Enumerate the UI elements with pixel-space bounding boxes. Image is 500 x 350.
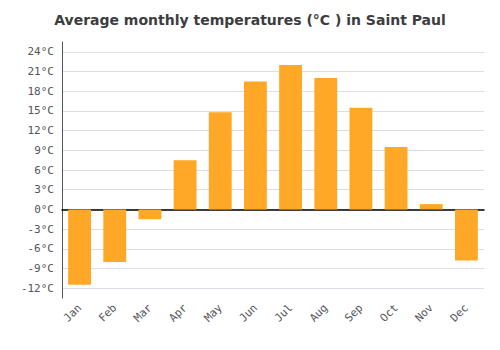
svg-text:Average monthly temperatures (: Average monthly temperatures (°C ) in Sa… (54, 12, 446, 28)
svg-text:-6°C: -6°C (28, 242, 55, 255)
svg-text:18°C: 18°C (28, 85, 55, 98)
svg-text:Aug: Aug (307, 301, 330, 324)
svg-text:Jul: Jul (272, 301, 295, 324)
svg-text:Oct: Oct (377, 301, 400, 324)
svg-text:May: May (202, 301, 225, 324)
svg-text:21°C: 21°C (28, 65, 55, 78)
svg-text:3°C: 3°C (34, 183, 54, 196)
svg-text:Mar: Mar (131, 301, 154, 324)
svg-text:Feb: Feb (96, 301, 119, 324)
svg-text:-9°C: -9°C (28, 262, 55, 275)
svg-text:9°C: 9°C (34, 144, 54, 157)
svg-text:Apr: Apr (166, 301, 189, 324)
svg-text:Jan: Jan (61, 301, 84, 324)
svg-text:-3°C: -3°C (28, 223, 55, 236)
svg-text:24°C: 24°C (28, 45, 55, 58)
svg-text:Dec: Dec (448, 301, 471, 324)
svg-text:15°C: 15°C (28, 104, 55, 117)
svg-text:Sep: Sep (342, 301, 365, 324)
svg-text:12°C: 12°C (28, 124, 55, 137)
svg-text:6°C: 6°C (34, 164, 54, 177)
svg-text:Nov: Nov (413, 301, 436, 324)
svg-text:Jun: Jun (237, 301, 260, 324)
svg-text:-12°C: -12°C (21, 282, 54, 295)
svg-text:0°C: 0°C (34, 203, 54, 216)
